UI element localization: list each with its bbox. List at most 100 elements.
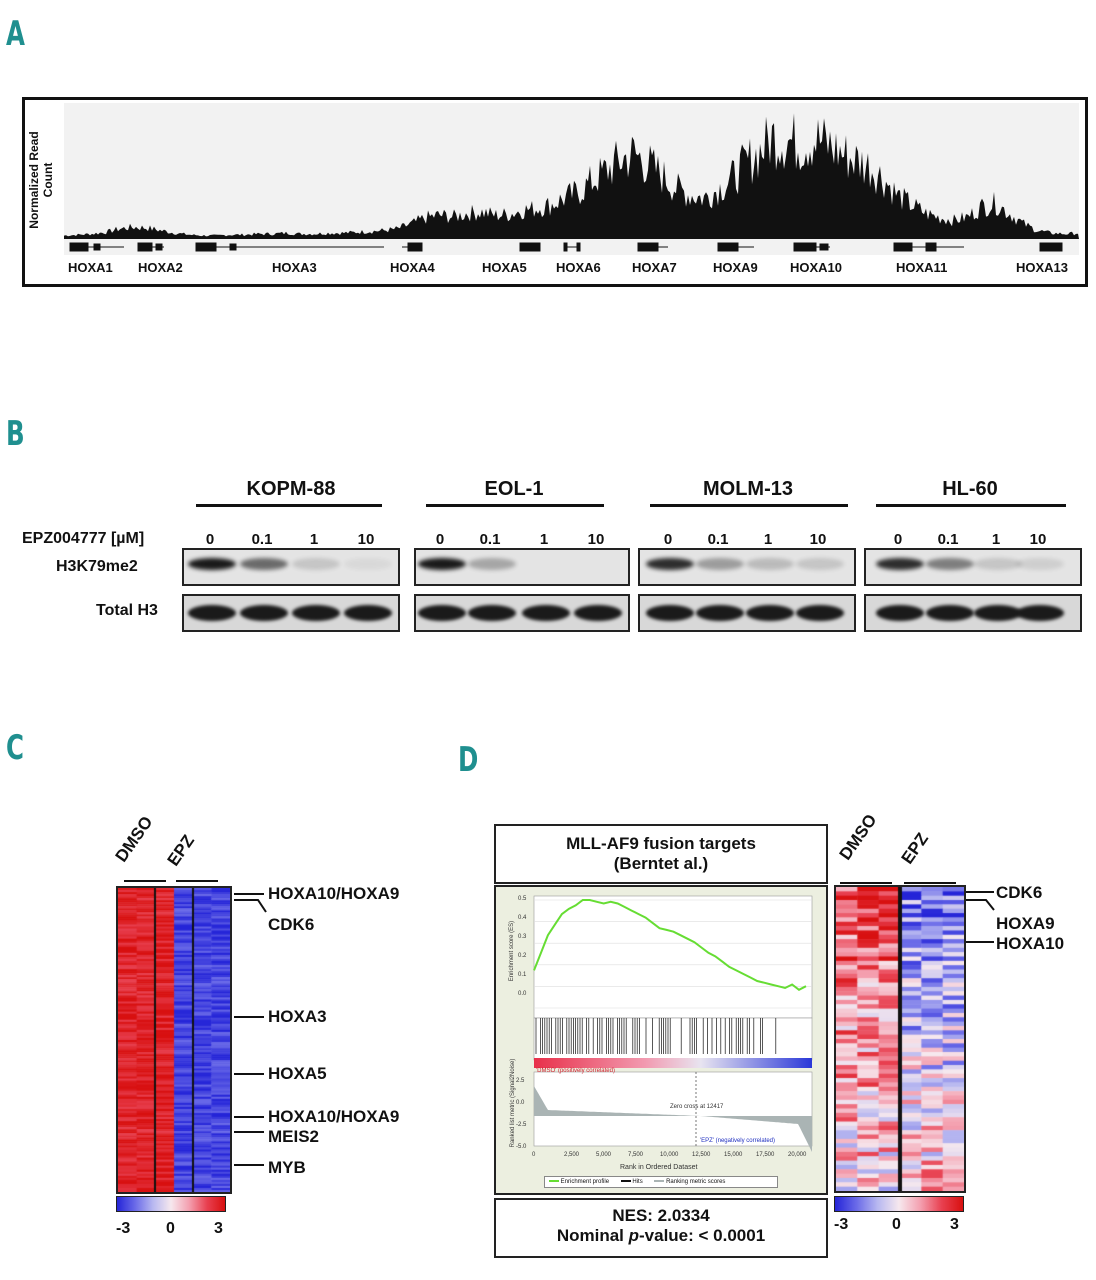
gsea-title-box: MLL-AF9 fusion targets (Berntet al.): [494, 824, 828, 884]
dose-label: 0.1: [937, 531, 959, 548]
h3k79me2-band: [646, 558, 694, 570]
total-h3-band: [1016, 605, 1064, 621]
dose-label: 10: [1029, 531, 1047, 548]
legend-swatch-hits: [620, 1180, 631, 1183]
x-tick-label: 5,000: [596, 1152, 612, 1158]
dose-label: 10: [357, 531, 375, 548]
cell-line-molm13: MOLM-13: [703, 478, 793, 500]
total-h3-band: [746, 605, 794, 621]
heatmap-c-col-epz: EPZ: [163, 831, 199, 870]
cell-line-underline-eol1: [426, 504, 604, 507]
d-gene-hoxa10: HOXA10: [996, 934, 1065, 953]
total-h3-band: [292, 605, 340, 621]
cell-line-hl60: HL-60: [942, 478, 998, 500]
scale-c-min: -3: [116, 1220, 131, 1237]
total-h3-band: [926, 605, 974, 621]
h3k79me2-band: [344, 558, 392, 570]
row-label-h3k79me2: H3K79me2: [56, 558, 138, 575]
cell-line-underline-kopm88: [196, 504, 382, 507]
x-tick-label: 12,500: [692, 1152, 711, 1158]
x-tick-label: 10,000: [660, 1152, 679, 1158]
h3k79me2-band: [746, 558, 794, 570]
gsea-title-line2: (Berntet al.): [613, 854, 709, 873]
c-gene-myb: MYB: [268, 1158, 306, 1177]
h3k79me2-band: [926, 558, 974, 570]
c-gene-meis2: MEIS2: [268, 1127, 320, 1146]
c-gene-hoxa3: HOXA3: [268, 1007, 327, 1026]
scale-c-mid: 0: [166, 1220, 175, 1237]
scale-d-mid: 0: [892, 1216, 901, 1233]
panel-label-a: A: [6, 14, 25, 54]
heatmap-d-canvas: [836, 887, 964, 1191]
x-tick-label: 17,500: [756, 1152, 775, 1158]
gsea-x-label: Rank in Ordered Dataset: [620, 1164, 698, 1171]
h3k79me2-band: [188, 558, 236, 570]
scale-c-max: 3: [214, 1220, 223, 1237]
gene-label-hoxa4: HOXA4: [390, 260, 435, 275]
legend-hits: Hits: [632, 1179, 643, 1185]
d-gene-cdk6: CDK6: [996, 883, 1043, 902]
legend-enrichment-profile: Enrichment profile: [560, 1179, 610, 1185]
gsea-pos-label: 'DMSO' (positively correlated): [536, 1068, 615, 1074]
h3k79me2-band: [418, 558, 466, 570]
h3k79me2-blot: [638, 548, 856, 586]
h3k79me2-band: [1016, 558, 1064, 570]
treatment-label: EPZ004777 [µM]: [22, 530, 145, 547]
heatmap-c-col-dmso: DMSO: [111, 812, 157, 866]
gsea-stats-box: NES: 2.0334 Nominal p-value: < 0.0001: [494, 1198, 828, 1258]
total-h3-blot: [182, 594, 400, 632]
gene-label-hoxa9: HOXA9: [713, 260, 758, 275]
es-tick-label: 0.4: [518, 915, 527, 921]
heatmap-c: [116, 886, 232, 1194]
cell-line-underline-hl60: [876, 504, 1066, 507]
heatmap-d-epz-underline: [904, 882, 956, 884]
gene-label-hoxa10: HOXA10: [790, 260, 843, 275]
heatmap-d-col-dmso: DMSO: [835, 810, 881, 864]
cell-line-eol1: EOL-1: [484, 478, 544, 500]
dose-label: 0.1: [479, 531, 501, 548]
total-h3-blot: [864, 594, 1082, 632]
rank-tick-label: -2.5: [516, 1122, 527, 1128]
d-gene-hoxa9: HOXA9: [996, 914, 1055, 933]
panel-label-c: C: [6, 728, 24, 768]
es-tick-label: 0.2: [518, 953, 527, 959]
total-h3-blot: [638, 594, 856, 632]
dose-label: 1: [763, 531, 773, 548]
h3k79me2-band: [876, 558, 924, 570]
gsea-neg-label: 'EPZ' (negatively correlated): [700, 1138, 775, 1144]
gsea-es-label: Enrichment score (ES): [509, 920, 515, 982]
legend-ranking-metric: Ranking metric scores: [666, 1179, 726, 1185]
cell-line-kopm88: KOPM-88: [246, 478, 336, 500]
legend-swatch-ranking: [654, 1180, 665, 1183]
gene-annotation-track: [69, 242, 1063, 252]
c-gene-hoxa10-hoxa9-top: HOXA10/HOXA9: [268, 884, 400, 903]
dose-label: 0.1: [251, 531, 273, 548]
gsea-legend: Enrichment profile Hits Ranking metric s…: [544, 1176, 778, 1188]
legend-swatch-profile: [549, 1180, 559, 1183]
hox-gene-labels: HOXA1 HOXA2 HOXA3 HOXA4 HOXA5 HOXA6 HOXA…: [0, 0, 1096, 280]
coverage-area: [64, 113, 1079, 239]
dose-label: 1: [309, 531, 319, 548]
total-h3-band: [468, 605, 516, 621]
total-h3-blot: [414, 594, 630, 632]
dose-label: 10: [809, 531, 827, 548]
total-h3-band: [876, 605, 924, 621]
pvalue-suffix: -value: < 0.0001: [639, 1226, 766, 1245]
total-h3-band: [188, 605, 236, 621]
dose-label: 0: [893, 531, 903, 548]
row-label-total-h3: Total H3: [96, 602, 158, 619]
dose-label: 0: [663, 531, 673, 548]
heatmap-c-canvas: [118, 888, 230, 1192]
gene-label-hoxa13: HOXA13: [1016, 260, 1069, 275]
dose-label: 0: [435, 531, 445, 548]
h3k79me2-band: [696, 558, 744, 570]
cell-line-underline-molm13: [650, 504, 848, 507]
gsea-plot: [533, 895, 813, 1152]
gsea-title-line1: MLL-AF9 fusion targets: [566, 834, 756, 853]
rank-color-bar: [534, 1058, 812, 1068]
gsea-pvalue: Nominal p-value: < 0.0001: [496, 1226, 826, 1246]
h3k79me2-blot: [414, 548, 630, 586]
rank-tick-label: 2.5: [516, 1078, 525, 1084]
heatmap-d: [834, 885, 966, 1193]
heatmap-c-dmso-underline: [124, 880, 166, 882]
